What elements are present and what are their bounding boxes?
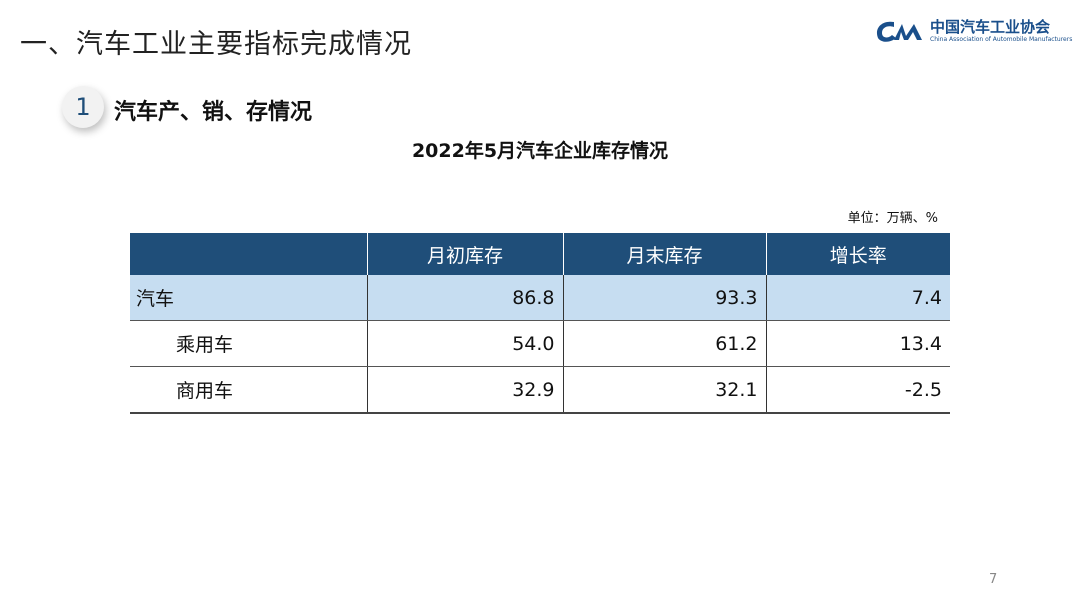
logo-name-en: China Association of Automobile Manufact… bbox=[930, 36, 1073, 43]
cell: 32.9 bbox=[366, 366, 563, 414]
table-header-row: 月初库存 月末库存 增长率 bbox=[130, 233, 950, 275]
header-cell bbox=[130, 233, 367, 275]
header-cell: 月末库存 bbox=[562, 233, 766, 275]
logo-name-cn: 中国汽车工业协会 bbox=[930, 18, 1051, 36]
page-number: 7 bbox=[989, 572, 998, 587]
table-title: 2022年5月汽车企业库存情况 bbox=[411, 140, 669, 162]
header-cell: 增长率 bbox=[765, 233, 950, 275]
row-label: 汽车 bbox=[130, 275, 367, 321]
row-label: 乘用车 bbox=[130, 320, 367, 367]
cell: 54.0 bbox=[366, 320, 563, 367]
cell: 86.8 bbox=[366, 275, 563, 321]
cell: 32.1 bbox=[562, 366, 766, 414]
table-row: 汽车 86.8 93.3 7.4 bbox=[130, 275, 950, 321]
slide-title: 一、汽车工业主要指标完成情况 bbox=[20, 29, 412, 60]
header-cell: 月初库存 bbox=[366, 233, 563, 275]
inventory-table: 月初库存 月末库存 增长率 汽车 86.8 93.3 7.4 乘用车 54.0 … bbox=[130, 233, 950, 414]
table-row: 乘用车 54.0 61.2 13.4 bbox=[130, 320, 950, 367]
cell: 93.3 bbox=[562, 275, 766, 321]
unit-label: 单位：万辆、% bbox=[847, 211, 938, 226]
section-title: 汽车产、销、存情况 bbox=[114, 100, 313, 125]
logo: 中国汽车工业协会 China Association of Automobile… bbox=[874, 18, 1072, 44]
table-row: 商用车 32.9 32.1 -2.5 bbox=[130, 366, 950, 414]
cell: 61.2 bbox=[562, 320, 766, 367]
cell: 13.4 bbox=[765, 320, 950, 367]
cam-logo-icon bbox=[876, 21, 922, 42]
row-label: 商用车 bbox=[130, 366, 367, 414]
cell: 7.4 bbox=[765, 275, 950, 321]
cell: -2.5 bbox=[765, 366, 950, 414]
section-number: 1 bbox=[62, 86, 104, 128]
